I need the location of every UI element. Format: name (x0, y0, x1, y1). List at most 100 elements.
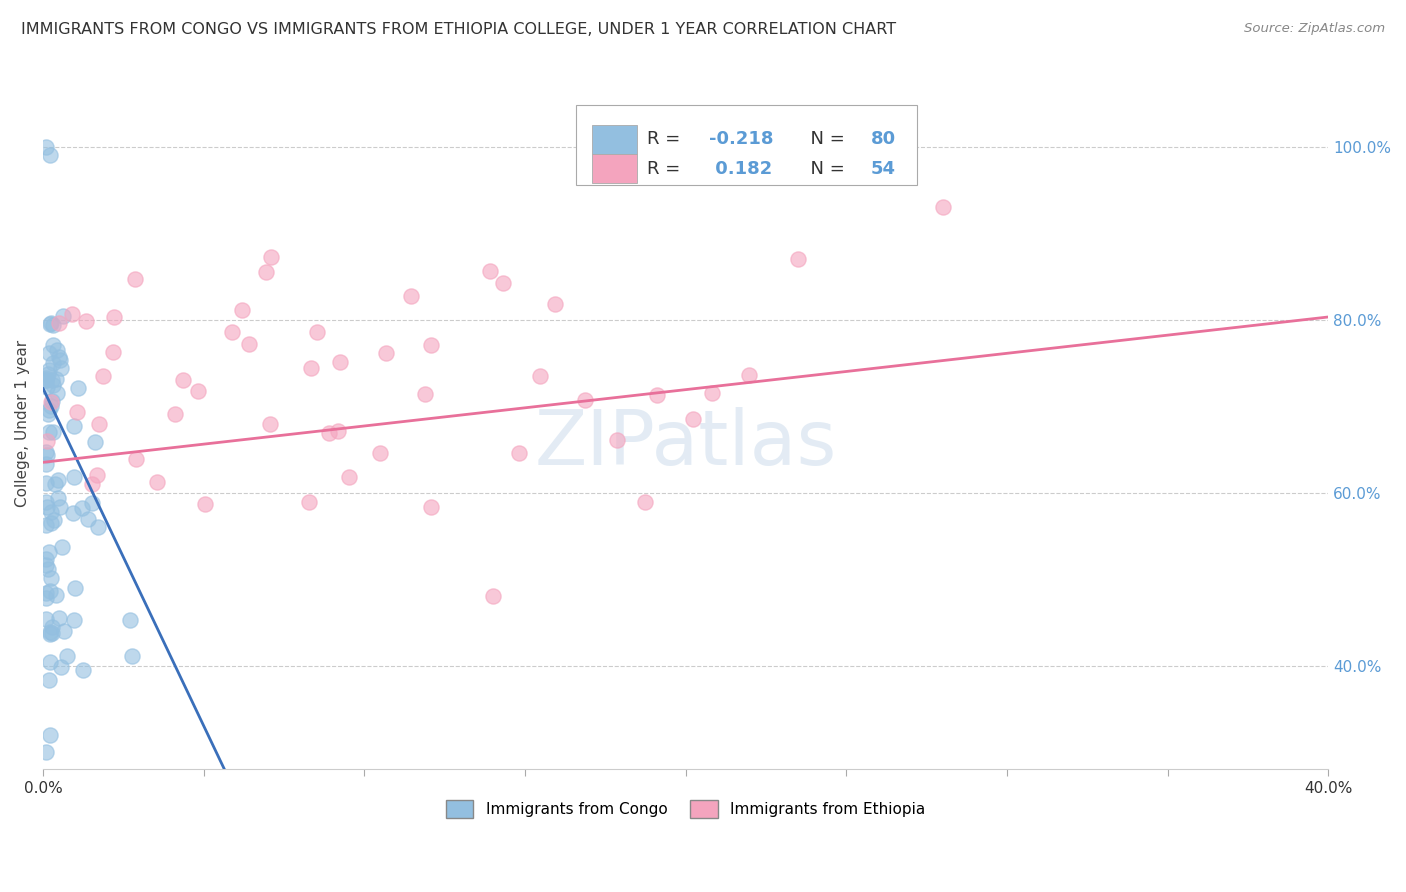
Point (77, 511, 100, 525)
Point (51, 540, 73, 554)
Point (413, 387, 436, 401)
Point (63, 581, 86, 595)
Point (62, 470, 84, 484)
Point (38, 148, 60, 162)
Point (35, 373, 58, 387)
Point (38, 403, 60, 417)
Point (38, 363, 60, 377)
Point (194, 497, 217, 511)
Point (38, 346, 60, 360)
Point (318, 426, 340, 441)
Point (41, 425, 63, 439)
Point (37, 367, 59, 381)
Point (37, 448, 59, 462)
Point (41, 373, 63, 387)
Point (124, 272, 146, 286)
Point (738, 368, 761, 382)
Point (63, 613, 86, 627)
Point (48, 611, 70, 625)
Text: 80: 80 (870, 130, 896, 148)
Point (46, 491, 69, 505)
Point (91, 369, 114, 384)
Point (42, 356, 65, 370)
Point (39, 627, 62, 641)
Point (187, 384, 209, 398)
Point (46, 386, 69, 401)
Point (492, 276, 515, 290)
Y-axis label: College, Under 1 year: College, Under 1 year (15, 340, 30, 507)
Point (118, 613, 141, 627)
Point (163, 407, 186, 421)
Point (103, 310, 125, 324)
Point (482, 590, 505, 604)
Point (544, 297, 567, 311)
Point (259, 250, 281, 264)
Point (48, 353, 70, 368)
Point (121, 648, 143, 663)
Point (38, 584, 60, 599)
FancyBboxPatch shape (592, 154, 637, 183)
Text: R =: R = (647, 130, 686, 148)
Point (35, 591, 58, 605)
Point (87, 520, 110, 534)
Point (329, 355, 352, 369)
Point (606, 433, 628, 447)
Point (37, 561, 59, 575)
Point (35, 444, 58, 458)
Point (48, 500, 70, 514)
Point (370, 445, 392, 459)
Point (44, 477, 66, 491)
Point (46, 473, 69, 487)
FancyBboxPatch shape (592, 125, 637, 153)
Point (172, 373, 194, 387)
Point (42, 338, 65, 352)
FancyBboxPatch shape (576, 105, 917, 185)
Point (41, 318, 63, 333)
Point (70, 500, 93, 515)
Point (55, 649, 77, 664)
Point (66, 405, 89, 419)
Point (35, 434, 58, 448)
Point (305, 325, 328, 339)
Point (35, 586, 58, 600)
Point (39, 505, 62, 519)
Point (35, 558, 58, 573)
Point (231, 302, 253, 317)
Point (38, 425, 60, 439)
Text: N =: N = (799, 160, 851, 178)
Point (298, 495, 321, 509)
Point (62, 507, 84, 521)
Point (508, 446, 530, 460)
Point (420, 500, 443, 514)
Point (83, 434, 105, 449)
Point (63, 419, 86, 434)
Text: Source: ZipAtlas.com: Source: ZipAtlas.com (1244, 22, 1385, 36)
Point (529, 369, 551, 384)
Point (238, 337, 260, 351)
Point (35, 517, 58, 532)
Point (35, 495, 58, 509)
Point (645, 387, 668, 401)
Point (700, 385, 723, 400)
Point (39, 395, 62, 409)
Point (634, 495, 657, 509)
Point (931, 200, 953, 214)
Point (39, 318, 62, 332)
Point (37, 500, 59, 514)
Point (125, 452, 148, 467)
Point (221, 326, 243, 340)
Point (478, 264, 501, 278)
Point (39, 655, 62, 669)
Point (60, 307, 83, 321)
Point (38, 545, 60, 559)
Point (682, 411, 704, 425)
Point (326, 424, 349, 438)
Point (35, 373, 58, 387)
Point (787, 252, 810, 266)
Point (66, 381, 89, 395)
Point (42, 378, 65, 392)
Point (49, 360, 72, 375)
Point (39, 316, 62, 330)
Text: N =: N = (799, 130, 851, 148)
Point (39, 399, 62, 413)
